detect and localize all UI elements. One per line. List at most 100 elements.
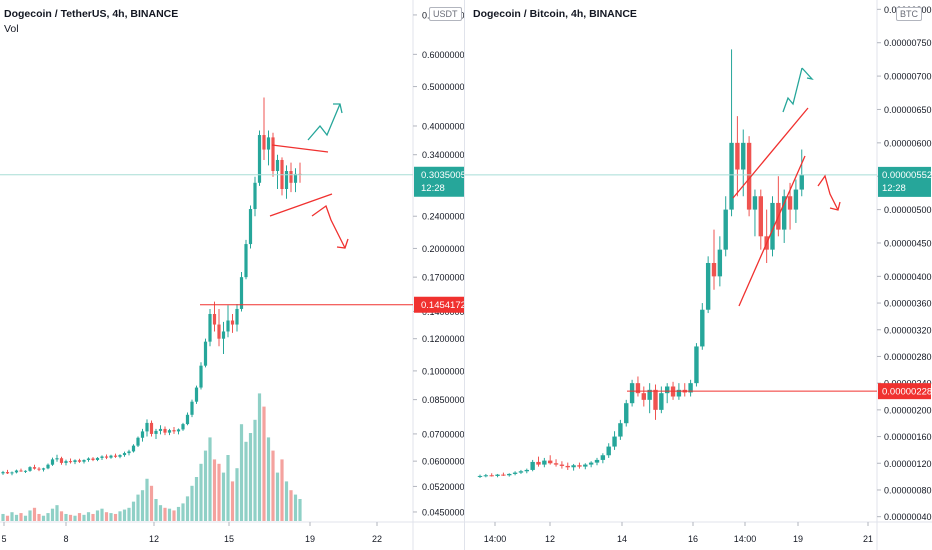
last-price-label-bg: [878, 166, 931, 197]
volume-bar: [262, 406, 266, 521]
candle-body: [1, 472, 5, 474]
bearish-arrow: [311, 204, 346, 249]
candle-body: [782, 196, 787, 230]
volume-bar: [5, 515, 10, 521]
candle-body: [10, 472, 14, 474]
candle-body: [583, 464, 588, 467]
volume-bar: [167, 508, 172, 521]
candle-body: [64, 461, 68, 463]
volume-bar: [185, 496, 190, 521]
candle-body: [266, 137, 271, 150]
candle-body: [793, 189, 799, 210]
candle-body: [104, 456, 109, 458]
volume-indicator-label[interactable]: Vol: [4, 23, 19, 35]
candle-body: [5, 472, 10, 474]
price-tick-label: 0.2400000: [422, 212, 464, 222]
bullish-arrow: [307, 103, 341, 141]
candle-body: [289, 171, 293, 183]
candle-body: [717, 249, 723, 277]
candle-body: [46, 464, 50, 469]
candle-body: [293, 173, 298, 183]
price-tick-label: 0.0600000: [422, 457, 464, 467]
currency-unit-badge[interactable]: USDT: [429, 7, 462, 21]
candle-body: [59, 458, 64, 463]
price-tick-label: 0.1200000: [422, 334, 464, 344]
time-tick-label: 14:00: [484, 534, 507, 544]
volume-bar: [55, 505, 59, 521]
price-tick-label: 0.00000750: [884, 38, 932, 48]
price-tick-label: 0.6000000: [422, 50, 464, 60]
chart-panel-doge-btc[interactable]: 0.000008000.000007500.000007000.00000650…: [465, 0, 932, 550]
candle-body: [653, 389, 658, 410]
candle-body: [571, 465, 576, 468]
time-tick-label: 12: [545, 534, 555, 544]
volume-bar: [217, 463, 221, 521]
candle-body: [518, 471, 524, 473]
candle-body: [100, 456, 104, 458]
candle-body: [190, 401, 194, 415]
time-tick-label: 14:00: [734, 534, 757, 544]
volume-bar: [176, 506, 181, 521]
candle-body: [181, 424, 185, 430]
volume-bar: [253, 419, 257, 521]
volume-bar: [149, 485, 154, 521]
chart-panel-doge-usdt[interactable]: 0.75000000.60000000.50000000.40000000.34…: [0, 0, 464, 550]
chart-title: Dogecoin / Bitcoin, 4h, BINANCE: [473, 8, 637, 20]
candle-body: [118, 455, 122, 457]
candle-body: [477, 475, 483, 477]
candle-body: [217, 324, 221, 339]
currency-unit-badge[interactable]: BTC: [896, 7, 922, 21]
candle-body: [37, 468, 41, 470]
volume-bar: [172, 510, 176, 521]
volume-bar: [50, 508, 55, 521]
volume-bar: [145, 478, 149, 521]
candle-body: [548, 460, 553, 464]
candle-body: [711, 262, 717, 277]
time-tick-label: 19: [793, 534, 803, 544]
price-tick-label: 0.5000000: [422, 82, 464, 92]
volume-bar: [64, 513, 68, 521]
candle-body: [799, 174, 804, 190]
volume-bar: [77, 513, 82, 521]
volume-bar: [100, 508, 104, 521]
chart-canvas-doge-usdt[interactable]: 0.75000000.60000000.50000000.40000000.34…: [0, 0, 464, 550]
candle-body: [489, 475, 494, 477]
candle-body: [109, 455, 113, 458]
candle-body: [635, 383, 641, 394]
candle-body: [559, 464, 565, 466]
last-price-label-bg: [414, 166, 464, 197]
volume-bar: [19, 513, 23, 521]
candle-body: [495, 474, 500, 476]
price-tick-label: 0.00000400: [884, 272, 932, 282]
price-tick-label: 0.0700000: [422, 429, 464, 439]
candle-body: [199, 365, 203, 388]
volume-bar: [73, 515, 77, 521]
time-tick-label: 14: [617, 534, 627, 544]
candle-body: [770, 202, 775, 250]
channel-lower-line: [738, 155, 806, 307]
bearish-arrow-head: [336, 238, 349, 249]
volume-bar: [109, 513, 113, 521]
volume-bar: [68, 514, 73, 521]
candle-body: [131, 445, 136, 452]
candle-body: [221, 331, 226, 339]
panel-divider[interactable]: [464, 0, 465, 550]
volume-bar: [226, 455, 230, 521]
candle-body: [501, 474, 506, 476]
candle-body: [659, 393, 664, 410]
candle-body: [284, 171, 289, 189]
volume-bar: [257, 393, 262, 521]
price-tick-label: 0.00000080: [884, 485, 932, 495]
candle-body: [542, 460, 547, 465]
candle-body: [163, 428, 167, 433]
candle-body: [248, 209, 253, 245]
candle-body: [705, 262, 711, 310]
candle-body: [28, 467, 32, 471]
candle-body: [483, 475, 489, 477]
chart-canvas-doge-btc[interactable]: 0.000008000.000007500.000007000.00000650…: [465, 0, 932, 550]
price-tick-label: 0.00000160: [884, 432, 932, 442]
volume-bar: [59, 511, 64, 521]
candle-body: [688, 383, 693, 393]
volume-bar: [163, 507, 167, 521]
candle-body: [230, 320, 235, 325]
